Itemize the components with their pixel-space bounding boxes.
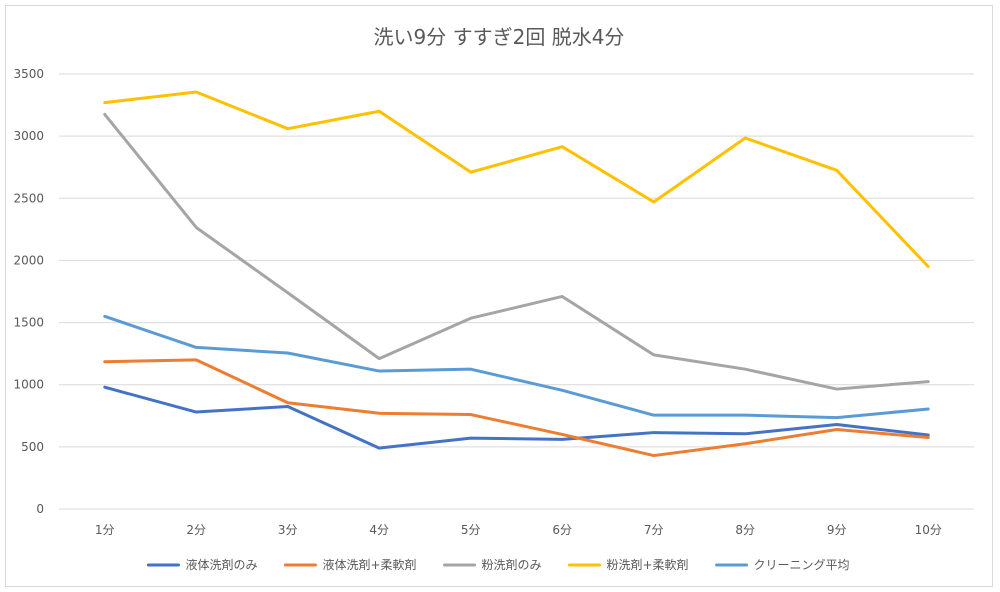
x-tick-label: 7分 [644,523,664,537]
legend-label-3: 粉洗剤のみ [481,557,541,572]
x-tick-label: 4分 [369,523,389,537]
y-tick-label: 3500 [13,67,44,81]
y-tick-label: 1500 [13,316,44,330]
series-line-4 [103,90,930,269]
series-line-5 [103,314,930,420]
x-tick-label: 2分 [186,523,206,537]
legend-label-4: 粉洗剤+柔軟剤 [607,557,689,572]
series-line-2 [103,358,930,458]
legend: 液体洗剤のみ 液体洗剤+柔軟剤 粉洗剤のみ 粉洗剤+柔軟剤 クリーニング平均 [146,557,850,572]
y-axis-ticks: 0 500 1000 1500 2000 2500 3000 3500 [13,67,44,516]
x-tick-label: 6分 [552,523,572,537]
line-chart: 洗い9分 すすぎ2回 脱水4分 0 500 1000 1500 2000 2500 3000… [13,25,974,572]
series-line-1 [103,385,930,450]
y-tick-label: 2000 [13,253,44,267]
x-tick-label: 3分 [278,523,298,537]
x-tick-label: 10分 [915,523,942,537]
y-tick-label: 500 [21,440,44,454]
series-line-3 [103,112,930,391]
y-tick-label: 3000 [13,129,44,143]
x-axis-ticks: 1分 2分 3分 4分 5分 6分 7分 8分 9分 10分 [95,523,942,537]
y-tick-label: 2500 [13,191,44,205]
x-tick-label: 8分 [735,523,755,537]
x-tick-label: 9分 [827,523,847,537]
legend-label-5: クリーニング平均 [754,558,850,572]
y-tick-label: 0 [36,502,44,516]
y-tick-label: 1000 [13,378,44,392]
chart-frame: 洗い9分 すすぎ2回 脱水4分 0 500 1000 1500 2000 2500 3000… [5,5,993,587]
x-tick-label: 5分 [461,523,481,537]
x-tick-label: 1分 [95,523,115,537]
legend-label-2: 液体洗剤+柔軟剤 [322,557,416,572]
series-lines [103,90,930,458]
legend-label-1: 液体洗剤のみ [185,557,257,572]
chart-title: 洗い9分 すすぎ2回 脱水4分 [374,25,625,49]
gridlines [59,73,974,510]
